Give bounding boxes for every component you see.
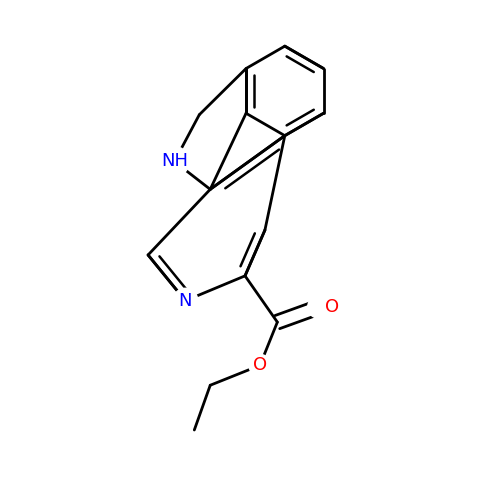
- Circle shape: [173, 288, 198, 313]
- Text: N: N: [178, 292, 192, 310]
- Circle shape: [249, 354, 271, 376]
- Text: O: O: [324, 298, 338, 316]
- Circle shape: [308, 296, 330, 318]
- Text: NH: NH: [161, 152, 188, 170]
- Circle shape: [160, 146, 190, 176]
- Text: O: O: [253, 356, 267, 374]
